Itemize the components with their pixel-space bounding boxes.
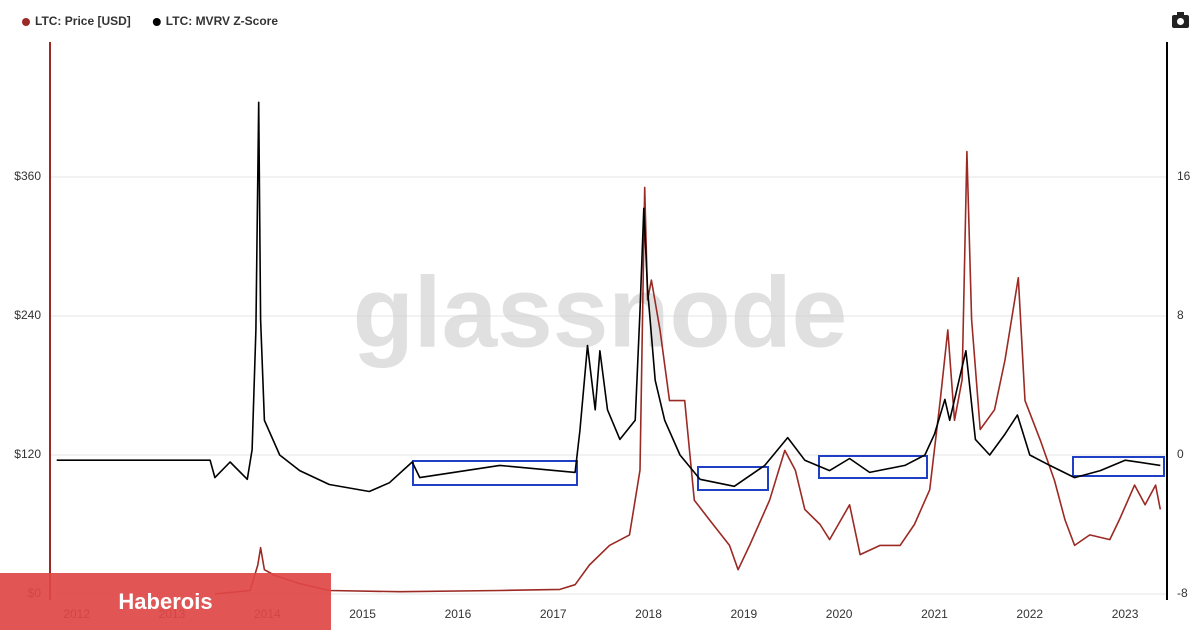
y-tick-label: $120 [14,447,41,461]
legend-label: LTC: Price [USD] [35,14,131,28]
legend-label: LTC: MVRV Z-Score [166,14,279,28]
y-tick-label: $360 [14,169,41,183]
x-tick-label: 2016 [445,607,472,621]
x-tick-label: 2021 [921,607,948,621]
legend-marker [22,18,30,26]
y2-tick-label: 0 [1177,447,1184,461]
legend-marker [152,18,161,26]
x-tick-label: 2023 [1112,607,1139,621]
highlight-box [412,460,578,486]
y-tick-label: $240 [14,308,41,322]
x-tick-label: 2015 [349,607,376,621]
y2-tick-label: 8 [1177,308,1184,322]
x-tick-label: 2020 [826,607,853,621]
overlay-banner: Haberois [0,573,331,630]
overlay-text: Haberois [118,588,213,614]
series-line [214,150,1162,595]
series-line [56,101,1161,493]
camera-top[interactable] [1177,12,1184,16]
x-tick-label: 2022 [1016,607,1043,621]
y2-tick-label: -8 [1177,586,1188,600]
x-tick-label: 2019 [730,607,757,621]
x-tick-label: 2018 [635,607,662,621]
camera-icon[interactable] [1172,12,1189,28]
highlight-box [697,466,769,491]
highlight-box [1072,456,1165,477]
watermark: glassnode [353,256,848,368]
camera-lens[interactable] [1177,18,1184,25]
y2-tick-label: 16 [1177,169,1191,183]
grid [50,176,1167,595]
x-tick-label: 2017 [540,607,567,621]
